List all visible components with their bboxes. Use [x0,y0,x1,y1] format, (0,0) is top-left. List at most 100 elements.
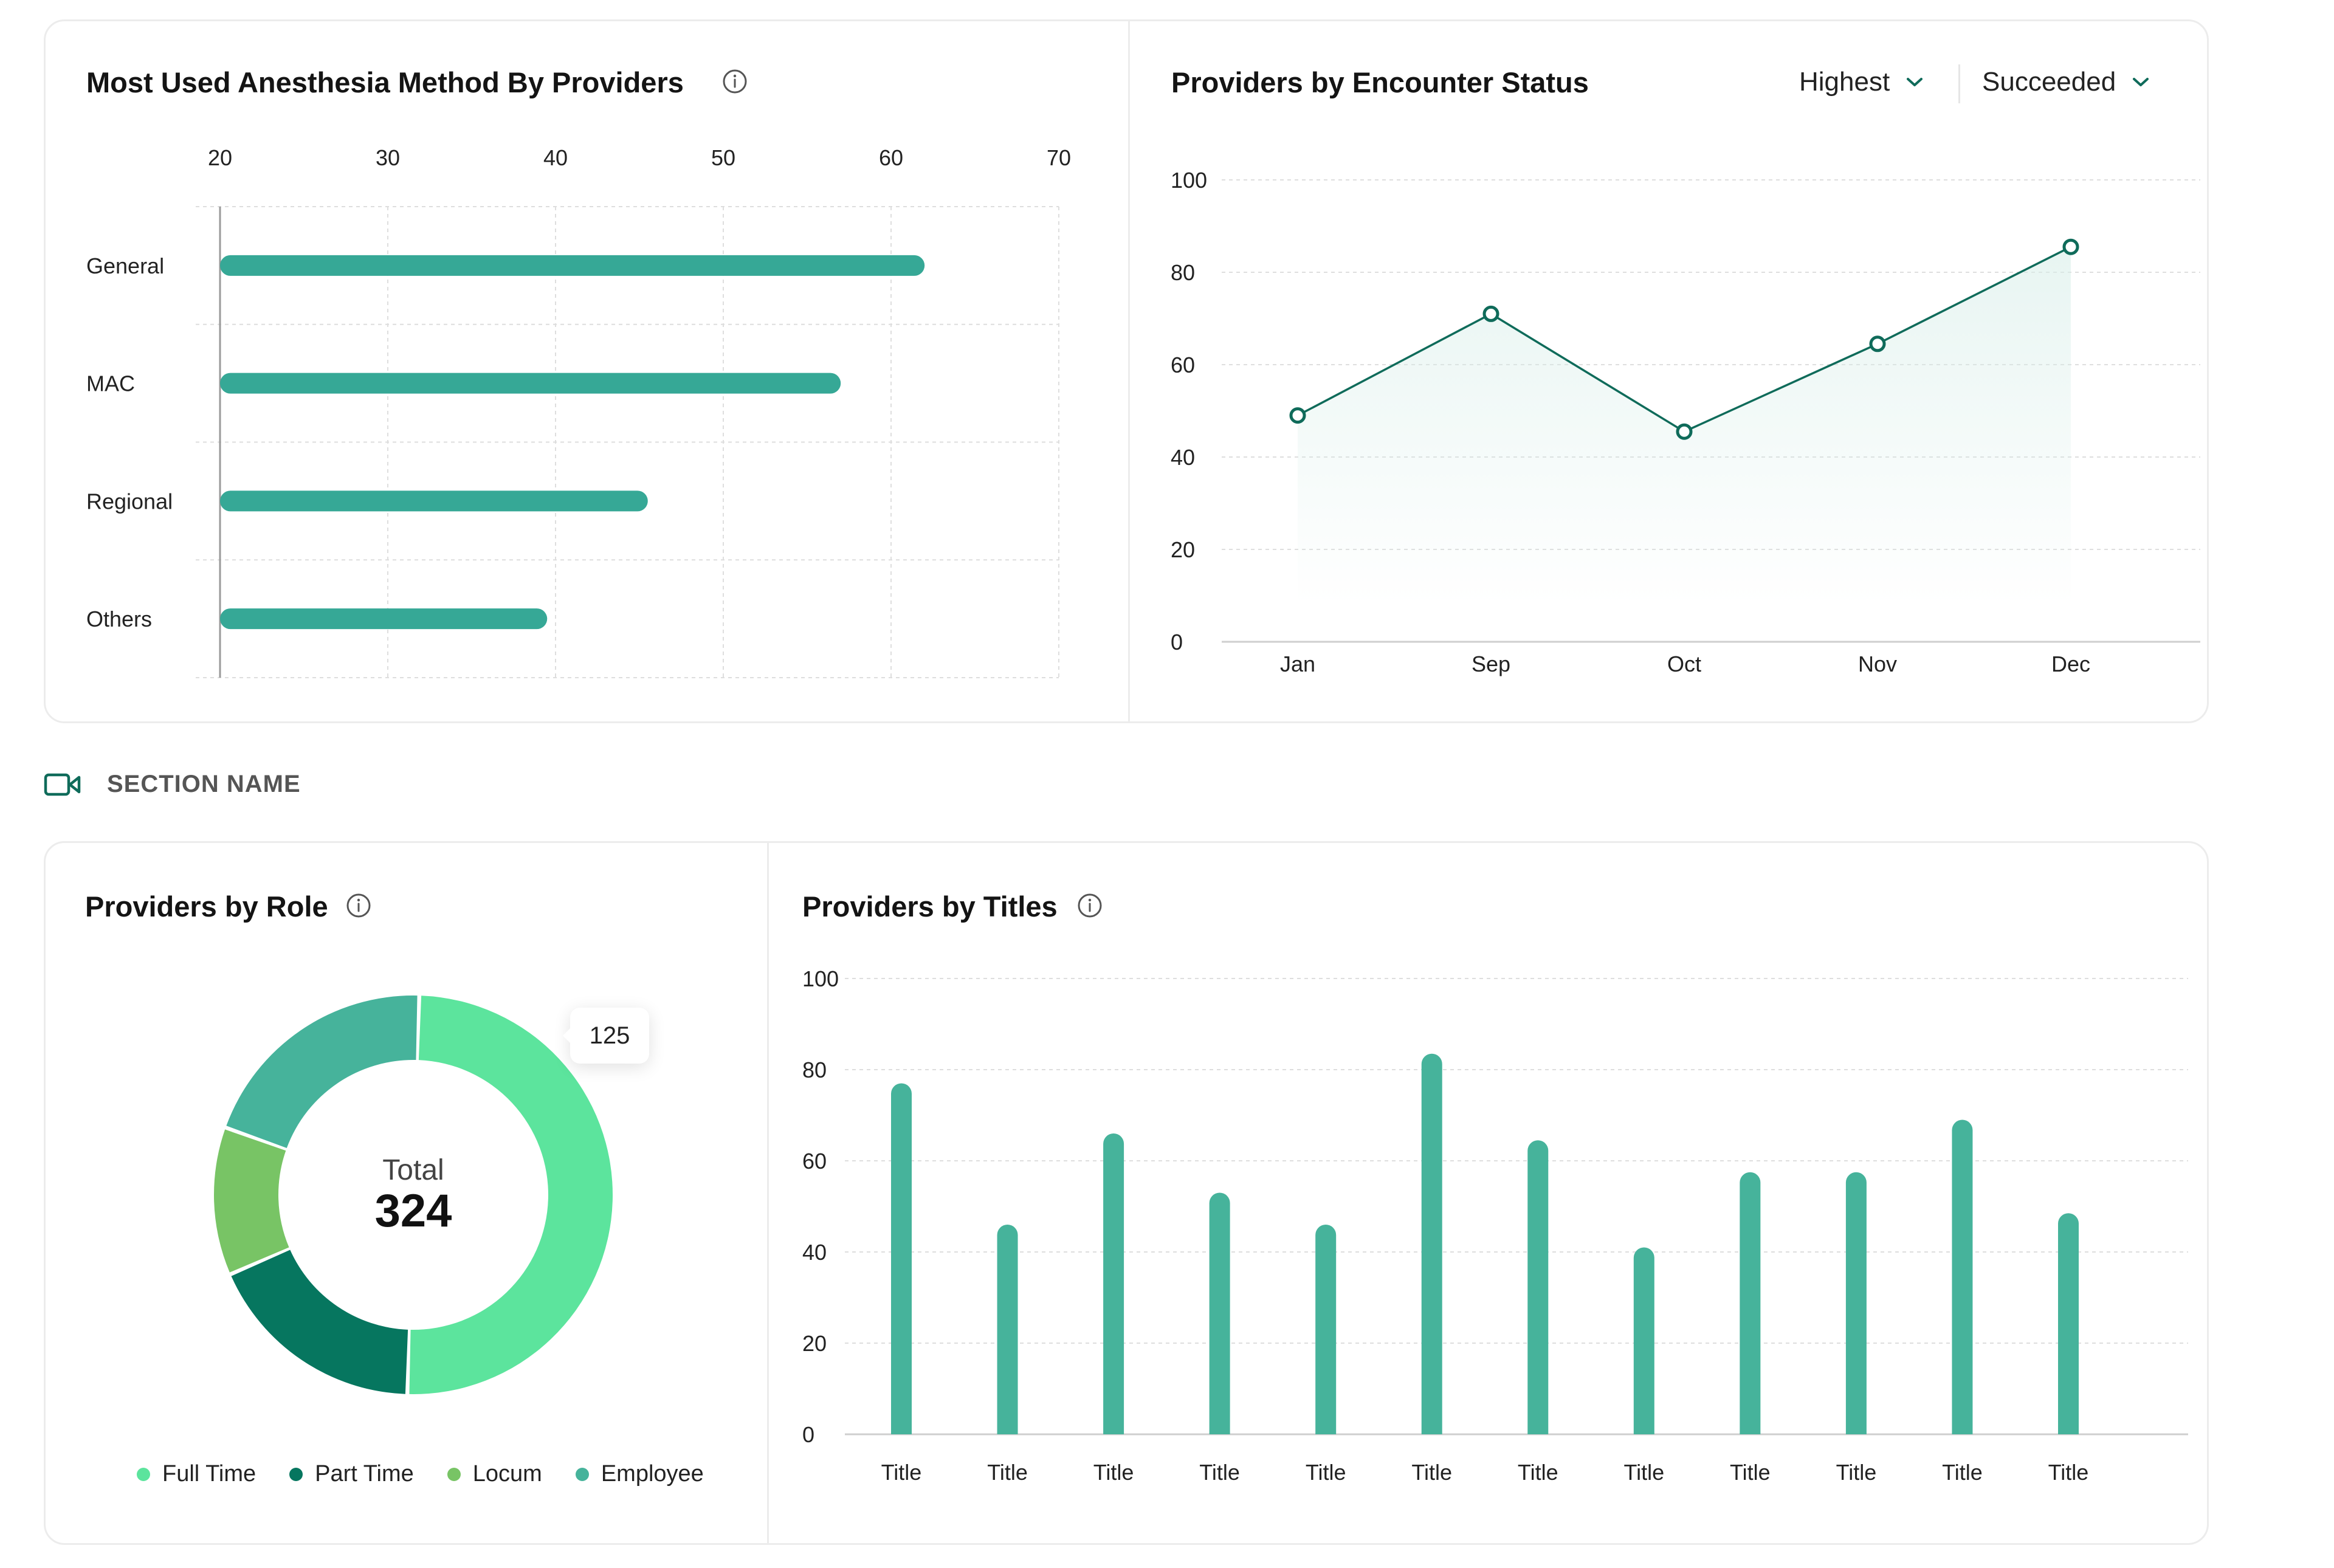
x-tick-label: Title [1730,1460,1771,1485]
data-point [1676,423,1693,440]
x-tick-label: Title [1942,1460,1983,1485]
y-tick-label: 20 [1171,537,1195,562]
donut-center-label: Total [382,1154,444,1186]
x-tick-label: Nov [1858,652,1897,676]
bar [220,608,548,630]
donut-tooltip-value: 125 [589,1022,630,1049]
anesthesia-chart-title: Most Used Anesthesia Method By Providers [86,66,684,98]
bar [220,490,648,512]
legend-dot [575,1467,589,1481]
y-tick-label: 40 [1171,445,1195,470]
titles-chart-title: Providers by Titles [802,890,1058,923]
y-tick-label: 40 [802,1240,827,1265]
data-point [1482,305,1499,322]
info-icon[interactable] [721,68,748,95]
data-point [2062,238,2079,255]
x-tick-label: 40 [543,145,568,170]
section-label: SECTION NAME [107,771,301,797]
bar [1209,1192,1230,1434]
legend-dot [447,1467,461,1481]
y-tick-label: 0 [1171,630,1183,655]
x-tick-label: 60 [879,145,903,170]
top-card-divider [1128,21,1130,722]
x-tick-label: Title [1093,1460,1134,1485]
y-tick-label: 60 [1171,352,1195,377]
y-tick-label: 100 [1171,168,1207,193]
x-tick-label: 20 [208,145,232,170]
legend-label: Locum [472,1461,542,1487]
y-tick-label: 60 [802,1149,827,1174]
x-tick-label: 30 [376,145,400,170]
x-tick-label: Title [2048,1460,2089,1485]
role-chart-title: Providers by Role [85,890,328,923]
legend-item-part-time[interactable]: Part Time [289,1461,414,1487]
data-point [1289,407,1306,424]
role-legend: Full Time Part Time Locum Employee [137,1461,737,1487]
legend-item-employee[interactable]: Employee [575,1461,704,1487]
section-header: SECTION NAME [44,771,301,798]
legend-item-full-time[interactable]: Full Time [137,1461,256,1487]
donut-tooltip: 125 [563,1008,649,1064]
donut-slice [214,1129,289,1273]
info-icon[interactable] [1076,892,1103,919]
x-tick-label: Title [1199,1460,1240,1485]
x-tick-label: Title [987,1460,1028,1485]
bar [1952,1119,1973,1434]
x-tick-label: Title [1411,1460,1452,1485]
status-dropdown-value: Succeeded [1982,67,2116,97]
info-icon[interactable] [345,892,372,919]
role-donut-chart: Total 324 [214,995,613,1394]
x-tick-label: 70 [1047,145,1071,170]
donut-slice [231,1250,408,1394]
category-label: Others [86,607,152,631]
category-label: General [86,253,164,278]
x-tick-label: Title [1623,1460,1664,1485]
legend-label: Full Time [162,1461,256,1487]
sort-dropdown[interactable]: Highest [1799,67,1924,97]
legend-dot [289,1467,303,1481]
x-tick-label: Title [881,1460,922,1485]
status-dropdown[interactable]: Succeeded [1982,67,2150,97]
x-tick-label: Oct [1667,652,1701,676]
bar [1315,1225,1337,1434]
bar [220,255,925,276]
sort-dropdown-value: Highest [1799,67,1890,97]
x-tick-label: Sep [1472,652,1510,676]
x-tick-label: Dec [2051,652,2090,676]
encounter-chart-title: Providers by Encounter Status [1171,66,1589,98]
chevron-down-icon [2133,78,2149,86]
y-tick-label: 0 [802,1422,814,1447]
legend-label: Part Time [315,1461,414,1487]
x-tick-label: Title [1518,1460,1558,1485]
bar [1103,1133,1124,1434]
y-tick-label: 80 [802,1057,827,1082]
x-tick-label: 50 [711,145,735,170]
anesthesia-bar-chart: 20 30 40 50 60 70 General MAC Regional Others [86,145,1071,678]
bar [1633,1247,1654,1434]
y-tick-label: 100 [802,966,839,991]
legend-item-locum[interactable]: Locum [447,1461,542,1487]
bar [997,1225,1018,1434]
y-tick-label: 80 [1171,260,1195,285]
bar [1421,1053,1442,1434]
category-label: MAC [86,371,135,396]
legend-label: Employee [601,1461,704,1487]
y-tick-label: 20 [802,1331,827,1356]
encounter-line-chart: 0 20 40 60 80 100 Jan Sep Oct Nov Dec [1171,168,2200,676]
bar [1740,1172,1761,1434]
bar [220,373,841,394]
x-tick-label: Title [1836,1460,1877,1485]
dropdown-separator [1958,64,1960,103]
donut-slice [226,995,418,1149]
x-tick-label: Title [1306,1460,1346,1485]
category-label: Regional [86,489,173,514]
legend-dot [137,1467,150,1481]
donut-center-value: 324 [375,1185,452,1237]
bar [891,1083,912,1434]
video-camera-icon [44,773,81,796]
bar [1845,1172,1867,1434]
bottom-card-divider [767,842,769,1544]
bar [2058,1213,2079,1434]
titles-bar-chart: 0 20 40 60 80 100 Title Title Title Title Title Tit… [802,966,2188,1485]
